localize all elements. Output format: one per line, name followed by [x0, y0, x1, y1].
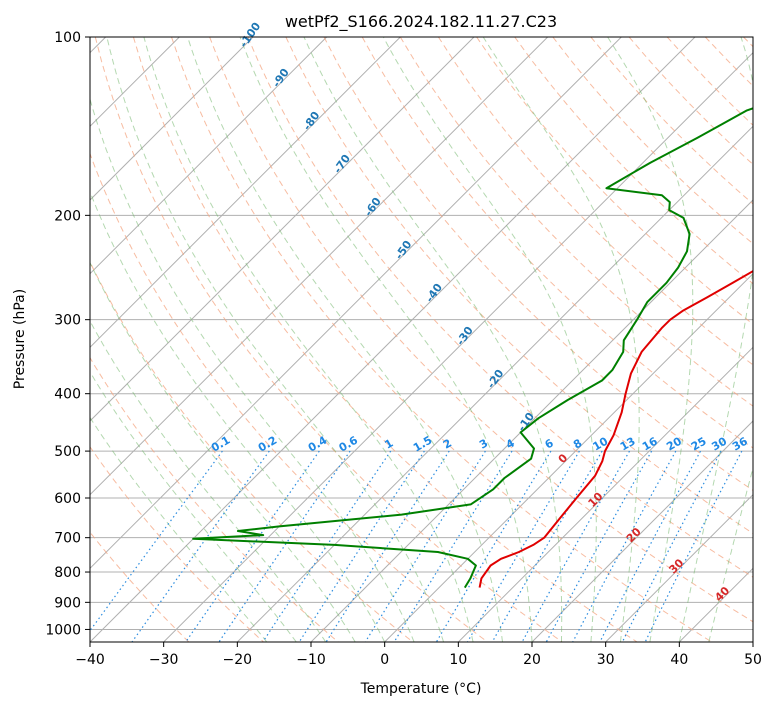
- moist-adiabat-line: [678, 37, 753, 642]
- mixing-ratio-line: [298, 450, 425, 642]
- moist-adiabat-line: [482, 37, 640, 642]
- axis-ticks: −40 −30 −20 −10 0 10 20 30 40 50 100 200 300 400 500 60…: [45, 30, 762, 668]
- mixing-ratio-line: [218, 450, 351, 642]
- dry-adiabat-line: [90, 152, 488, 642]
- moist-adiabat-line: [187, 37, 503, 642]
- moist-adiabat-line: [90, 370, 297, 642]
- sounding-profiles: [192, 107, 753, 589]
- dry-adiabat-line: [285, 37, 753, 535]
- isotherm-line: [90, 37, 254, 201]
- isotherm-line: [90, 37, 475, 422]
- dry-adiabat-line: [209, 37, 753, 623]
- x-axis-label: Temperature (°C): [360, 681, 482, 697]
- y-axis-label: Pressure (hPa): [12, 289, 28, 389]
- dry-adiabat-line: [437, 37, 753, 366]
- moist-adiabat-line: [382, 37, 597, 642]
- y-tick-label: 800: [54, 565, 81, 581]
- y-tick-label: 100: [54, 30, 81, 46]
- y-tick-label: 400: [54, 387, 81, 403]
- moist-adiabat-line: [239, 37, 533, 642]
- y-tick-label: 600: [54, 491, 81, 507]
- dry-adiabat-line: [90, 446, 264, 642]
- mixing-ratio-line: [572, 450, 677, 642]
- x-tick-label: −20: [223, 652, 253, 668]
- x-tick-label: −30: [149, 652, 179, 668]
- mixing-ratio-line: [262, 450, 392, 642]
- moist-adiabat-line: [90, 320, 327, 642]
- y-tick-label: 1000: [45, 622, 81, 638]
- y-tick-label: 900: [54, 595, 81, 611]
- x-tick-label: −10: [296, 652, 326, 668]
- mixing-ratio-line: [621, 450, 722, 642]
- isotherm-line: [90, 37, 401, 349]
- x-tick-label: 20: [523, 652, 541, 668]
- dry-adiabat-line: [90, 260, 414, 642]
- y-tick-label: 700: [54, 531, 81, 547]
- x-tick-label: 0: [380, 652, 389, 668]
- isotherm-line: [90, 37, 622, 570]
- moist-adiabat-line: [303, 37, 563, 642]
- plot-frame: [89, 36, 754, 643]
- chart-title: wetPf2_S166.2024.182.11.27.C23: [285, 12, 557, 32]
- isotherm-line: [384, 272, 753, 642]
- mixing-ratio-line: [491, 450, 603, 642]
- plot-background: [90, 37, 753, 642]
- moist-adiabat-line: [106, 37, 445, 642]
- isotherm-line: [531, 420, 753, 642]
- dewpoint-profile-line: [192, 107, 753, 589]
- mixing-ratio-line: [435, 450, 552, 642]
- moist-adiabat-line: [143, 37, 474, 642]
- mixing-ratio-line: [466, 450, 580, 642]
- isotherm-line: [605, 493, 753, 642]
- y-tick-label: 300: [54, 313, 81, 329]
- background-lines: [90, 37, 753, 642]
- dry-adiabat-line: [323, 37, 753, 491]
- moist-adiabat-line: [90, 190, 386, 642]
- mixing-ratio-line: [521, 450, 631, 642]
- y-tick-label: 200: [54, 208, 81, 224]
- moist-adiabat-line: [90, 97, 415, 642]
- isotherm-line: [90, 37, 328, 275]
- x-tick-label: −40: [75, 652, 105, 668]
- y-tick-label: 500: [54, 444, 81, 460]
- moist-adiabat-line: [90, 261, 356, 642]
- isotherm-line: [90, 37, 549, 496]
- dry-adiabat-line: [476, 37, 753, 325]
- x-tick-label: 50: [744, 652, 762, 668]
- temperature-profile-line: [478, 269, 753, 588]
- isotherm-line: [236, 125, 753, 642]
- isotherm-line: [752, 641, 753, 642]
- mixing-ratio-line: [90, 450, 223, 632]
- dry-adiabat-line: [514, 37, 753, 285]
- mixing-ratio-line: [325, 450, 450, 642]
- moist-adiabat-line: [708, 466, 753, 642]
- isotherm-line: [90, 37, 696, 642]
- dry-adiabat-line: [132, 37, 638, 642]
- moist-adiabat-line: [90, 416, 268, 642]
- mixing-ratio-line: [599, 450, 702, 642]
- dry-adiabat-line: [90, 356, 339, 642]
- x-tick-label: 40: [670, 652, 688, 668]
- dry-adiabat-line: [247, 37, 753, 578]
- mixing-ratio-line: [545, 450, 653, 642]
- dry-adiabat-line: [94, 37, 563, 642]
- moist-adiabat-line: [607, 37, 694, 642]
- mixing-ratio-line: [644, 450, 743, 642]
- x-tick-label: 30: [597, 652, 615, 668]
- x-tick-label: 10: [449, 652, 467, 668]
